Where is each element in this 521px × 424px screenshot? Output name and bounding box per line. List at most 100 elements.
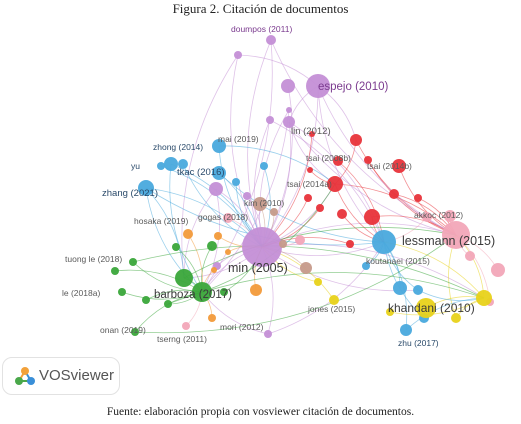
network-node xyxy=(164,300,172,308)
network-node xyxy=(362,262,370,270)
citation-network: doumpos (2011) espejo (2010) mai (2019) lin… xyxy=(62,24,505,348)
network-node xyxy=(307,167,313,173)
network-node xyxy=(413,285,423,295)
network-node xyxy=(118,288,126,296)
network-node xyxy=(329,295,339,305)
node-label: lessmann (2015) xyxy=(402,234,495,248)
network-edge xyxy=(183,188,217,279)
network-edge xyxy=(383,241,485,299)
network-node xyxy=(295,235,305,245)
network-node xyxy=(281,79,295,93)
node-label: tuong le (2018) xyxy=(65,254,122,264)
network-node xyxy=(212,166,226,180)
node-label: tsai (2008b) xyxy=(306,153,351,163)
node-label: tkac (2016) xyxy=(177,167,225,178)
network-edge xyxy=(261,85,319,248)
network-edge xyxy=(169,163,203,293)
network-edge xyxy=(145,187,203,293)
node-label: min (2005) xyxy=(228,261,288,275)
network-node xyxy=(264,330,272,338)
network-labels: doumpos (2011) espejo (2010) mai (2019) lin… xyxy=(62,24,495,348)
network-edge xyxy=(288,121,457,236)
network-node xyxy=(223,213,233,223)
network-node xyxy=(138,180,154,196)
network-node xyxy=(309,131,315,137)
network-edge xyxy=(218,145,336,185)
network-node xyxy=(451,313,461,323)
node-label: barboza (2017) xyxy=(154,289,232,301)
network-node xyxy=(164,157,178,171)
node-label: espejo (2010) xyxy=(318,81,388,93)
network-node xyxy=(316,204,324,212)
network-node xyxy=(178,159,188,169)
network-node xyxy=(242,227,282,267)
network-node xyxy=(182,322,190,330)
network-node xyxy=(183,229,193,239)
vosviewer-wordmark: VOSviewer xyxy=(39,367,115,384)
network-node xyxy=(283,116,295,128)
figure-title: Figura 2. Citación de documentos xyxy=(172,1,349,16)
node-label: kim (2010) xyxy=(244,198,284,208)
network-node xyxy=(346,240,354,248)
network-node xyxy=(314,278,322,286)
network-node xyxy=(220,288,228,296)
network-node xyxy=(491,263,505,277)
network-node xyxy=(207,241,217,251)
network-node xyxy=(211,267,217,273)
network-node xyxy=(266,116,274,124)
network-node xyxy=(111,267,119,275)
network-edge xyxy=(132,245,485,299)
network-node xyxy=(333,156,343,166)
node-label: akkoc (2012) xyxy=(414,210,463,220)
network-node xyxy=(279,240,287,248)
vosviewer-logo-icon xyxy=(15,367,35,385)
network-node xyxy=(386,308,394,316)
network-node xyxy=(253,197,267,211)
network-node xyxy=(327,176,343,192)
network-edge xyxy=(237,54,319,87)
node-label: le (2018a) xyxy=(62,288,100,298)
network-node xyxy=(422,212,432,222)
node-label: jones (2015) xyxy=(307,304,355,314)
network-edge xyxy=(317,85,457,236)
network-node xyxy=(260,162,268,170)
node-label: onan (2019) xyxy=(100,325,146,335)
network-edge xyxy=(134,234,457,334)
network-node xyxy=(389,189,399,199)
network-edge xyxy=(201,39,273,293)
network-edge xyxy=(288,121,385,243)
node-label: zhu (2017) xyxy=(398,338,439,348)
network-node xyxy=(234,51,242,59)
node-label: tserng (2011) xyxy=(157,334,207,344)
network-edge xyxy=(405,297,485,331)
network-node xyxy=(172,243,180,251)
network-edge xyxy=(201,188,220,293)
network-node xyxy=(192,282,212,302)
node-label: gogas (2018) xyxy=(198,212,248,222)
network-node xyxy=(372,230,396,254)
network-edge xyxy=(337,160,385,243)
network-node xyxy=(270,208,278,216)
network-node xyxy=(286,107,292,113)
network-node xyxy=(212,139,226,153)
network-edge xyxy=(183,226,457,279)
network-node xyxy=(444,210,456,222)
node-label: doumpos (2011) xyxy=(231,24,292,34)
node-label: zhang (2021) xyxy=(102,188,158,199)
node-label: mai (2019) xyxy=(218,134,259,144)
network-node xyxy=(400,324,412,336)
network-node xyxy=(476,290,492,306)
network-node xyxy=(364,156,372,164)
network-edge xyxy=(389,297,485,316)
network-node xyxy=(266,35,276,45)
network-node xyxy=(175,269,193,287)
network-node xyxy=(131,328,139,336)
network-node xyxy=(306,74,330,98)
node-label: mori (2012) xyxy=(220,322,264,332)
node-label: tsai (2014a) xyxy=(287,179,332,189)
vosviewer-badge: VOSviewer xyxy=(2,357,120,395)
network-node xyxy=(392,159,406,173)
node-label: hosaka (2019) xyxy=(134,216,189,226)
network-edge xyxy=(145,187,185,279)
network-node xyxy=(214,232,222,240)
